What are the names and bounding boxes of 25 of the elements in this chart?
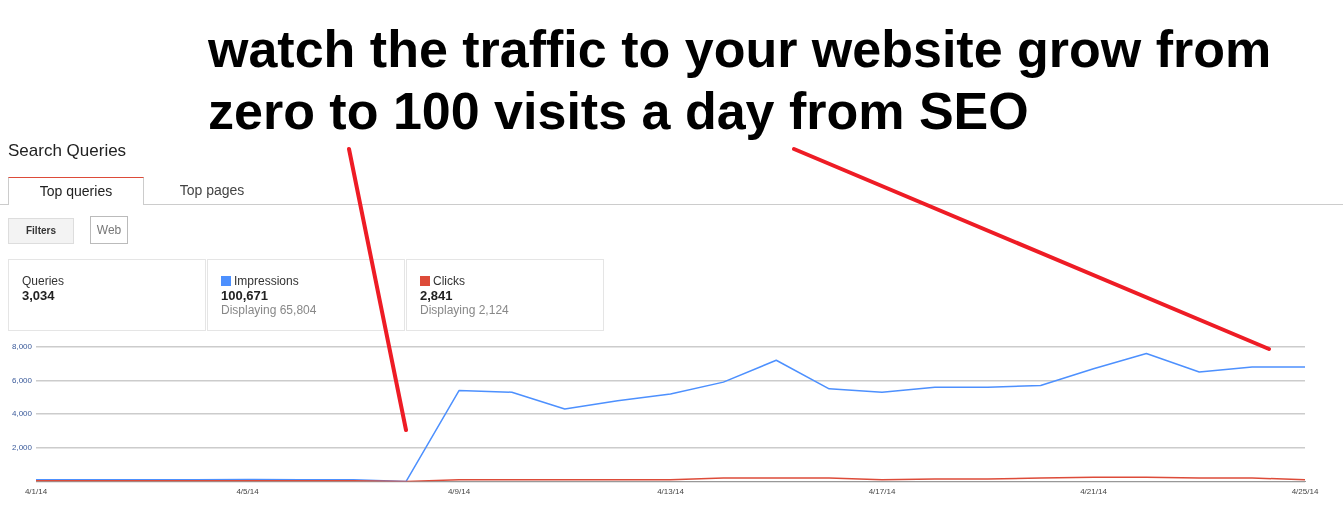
text: Top pages — [178, 181, 246, 200]
text: watch the traffic to your website grow from zero to 100 visits a day from SEO — [208, 19, 1273, 142]
text: Web — [90, 216, 128, 244]
text: 100,671 — [221, 288, 269, 303]
text: Displaying 2,124 — [420, 303, 510, 317]
x-tick-label: 4/17/14 — [868, 487, 896, 497]
x-tick-label: 4/9/14 — [447, 487, 471, 497]
legend-label: Clicks — [432, 274, 466, 288]
y-tick-label: 2,000 — [11, 442, 33, 452]
x-tick-label: 4/5/14 — [236, 487, 260, 497]
x-tick-label: 4/21/14 — [1080, 487, 1108, 497]
text: Top queries — [8, 177, 144, 205]
chart-title: Search Queries — [8, 141, 127, 161]
text: 2,841 — [420, 288, 454, 303]
text: 3,034 — [22, 288, 56, 303]
text: Displaying 65,804 — [221, 303, 318, 317]
y-tick-label: 8,000 — [11, 342, 33, 351]
text: Queries — [22, 274, 66, 288]
x-tick-label: 4/25/14 — [1291, 487, 1319, 497]
legend-label: Impressions — [233, 274, 300, 288]
y-tick-label: 6,000 — [11, 375, 33, 385]
x-tick-label: 4/1/14 — [24, 487, 48, 497]
text: Filters — [8, 218, 74, 244]
x-tick-label: 4/13/14 — [657, 487, 685, 497]
y-tick-label: 4,000 — [11, 409, 33, 419]
